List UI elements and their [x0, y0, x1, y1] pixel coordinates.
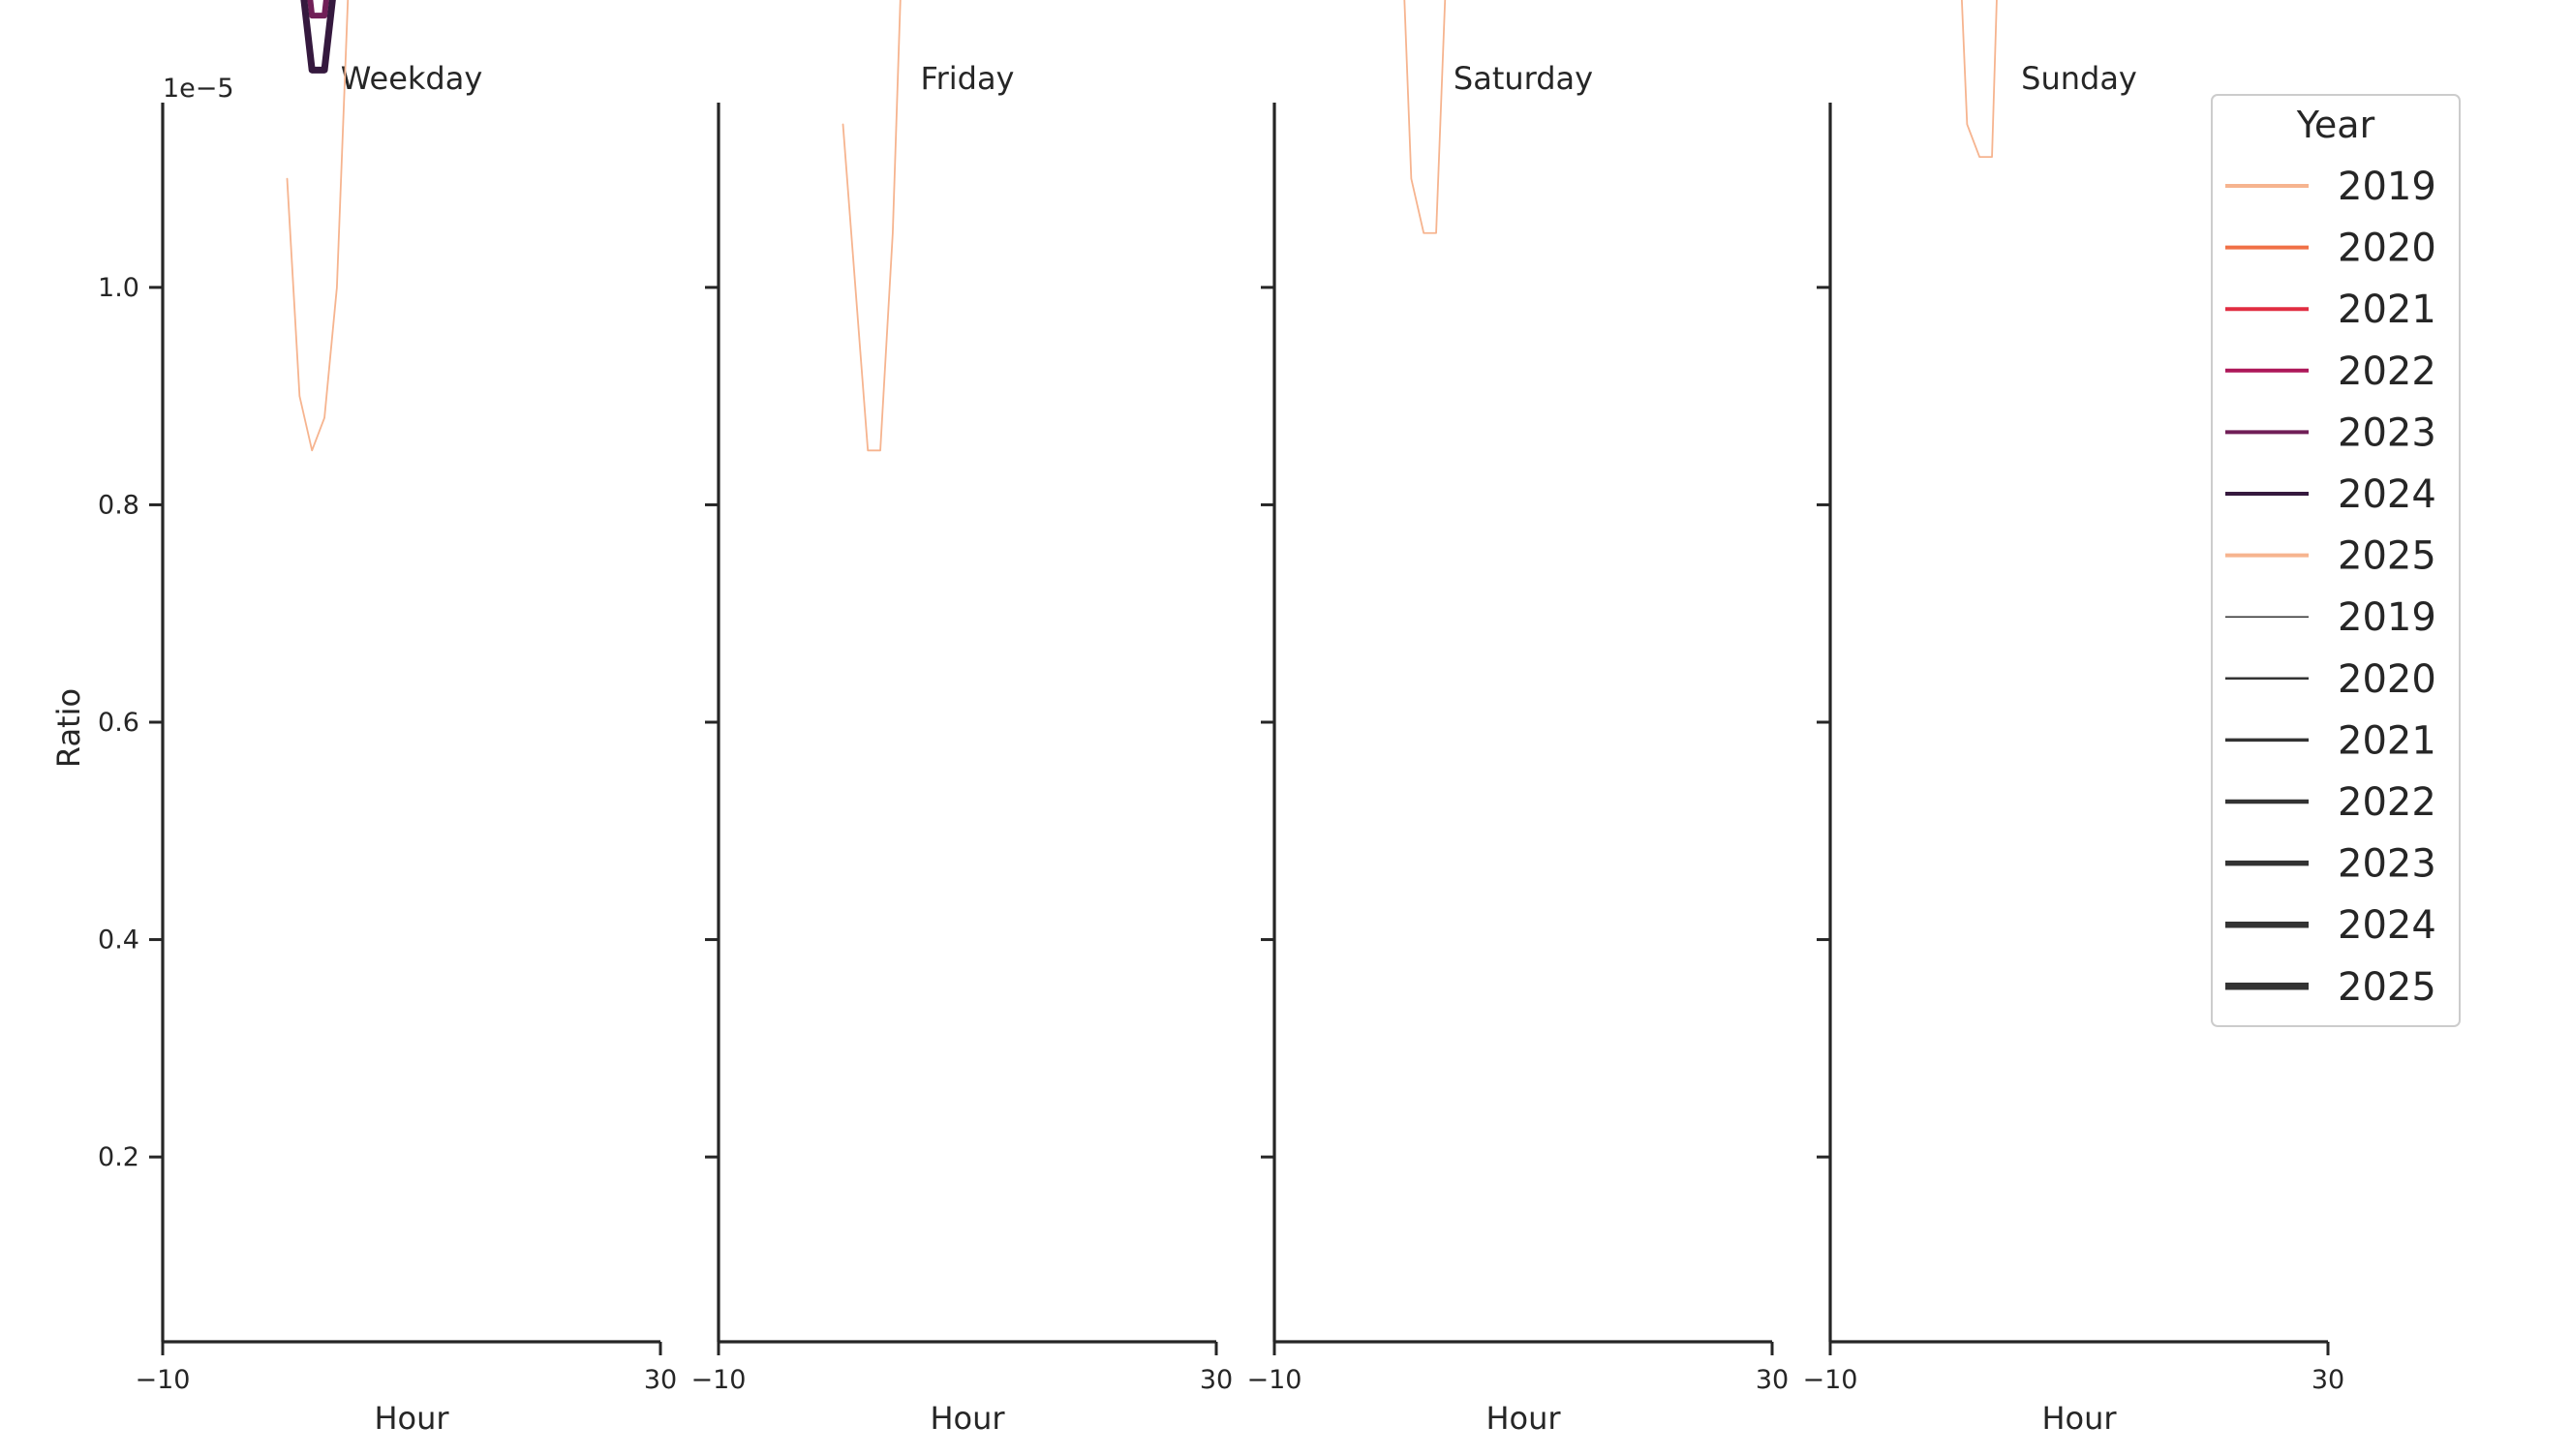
panel-title: Weekday [341, 60, 483, 97]
x-tick-label: −10 [691, 1365, 747, 1395]
legend-label: 2021 [2338, 288, 2436, 332]
legend-entry: 2019 [2225, 595, 2436, 640]
legend-entry: 2021 [2225, 288, 2436, 332]
legend-label: 2021 [2338, 718, 2436, 763]
x-axis-label: Hour [1485, 1400, 1561, 1437]
legend-entry: 2019 [2225, 165, 2436, 209]
legend-entry: 2025 [2225, 965, 2436, 1010]
legend-entry: 2024 [2225, 903, 2436, 948]
x-tick-label: −10 [1803, 1365, 1858, 1395]
x-tick-label: −10 [136, 1365, 191, 1395]
legend: Year 2019 2020 2021 2022 2023 2024 2025 2019 2020… [2211, 94, 2461, 1027]
panel-weekday: Weekday 0.2 0.4 0.6 0.8 1.0 −10 30 Hour Ratio 1e−5 [50, 0, 677, 1437]
x-tick-label: −10 [1247, 1365, 1302, 1395]
panel-sunday: Sunday −10 30 Hour [1803, 0, 2344, 1437]
legend-label: 2020 [2338, 657, 2436, 702]
legend-entry: 2021 [2225, 718, 2436, 763]
panel-title: Sunday [2021, 60, 2137, 97]
legend-entry: 2022 [2225, 780, 2436, 825]
series-lines [842, 0, 902, 452]
legend-label: 2023 [2338, 410, 2436, 455]
panel-title: Saturday [1454, 60, 1593, 97]
panels-layer: Weekday 0.2 0.4 0.6 0.8 1.0 −10 30 Hour Ratio 1e−5… [50, 0, 2344, 1437]
legend-label: 2024 [2338, 472, 2436, 517]
y-tick-label: 0.6 [98, 708, 139, 738]
x-tick-label: 30 [2312, 1365, 2344, 1395]
legend-label: 2022 [2338, 349, 2436, 394]
y-tick-label: 0.4 [98, 925, 139, 956]
panel-saturday: Saturday −10 30 Hour [1247, 0, 1789, 1437]
series-lines [286, 0, 350, 452]
panel-friday: Friday −10 30 Hour [691, 0, 1233, 1437]
legend-entry: 2025 [2225, 534, 2436, 579]
y-axis-label: Ratio [50, 688, 87, 768]
legend-label: 2019 [2338, 165, 2436, 209]
y-offset-label: 1e−5 [163, 74, 234, 104]
series-line-2019 [1961, 0, 1998, 159]
legend-entry: 2024 [2225, 472, 2436, 517]
x-tick-label: 30 [1200, 1365, 1233, 1395]
legend-label: 2023 [2338, 842, 2436, 887]
legend-entry: 2023 [2225, 410, 2436, 455]
y-tick-label: 0.2 [98, 1142, 139, 1172]
legend-title: Year [2296, 104, 2375, 146]
legend-label: 2019 [2338, 595, 2436, 640]
legend-entry: 2020 [2225, 227, 2436, 271]
legend-label: 2025 [2338, 965, 2436, 1010]
series-lines [1403, 0, 1447, 234]
x-tick-label: 30 [644, 1365, 677, 1395]
x-axis-label: Hour [930, 1400, 1005, 1437]
series-line-2019 [842, 0, 902, 452]
legend-label: 2020 [2338, 227, 2436, 271]
series-line-2023 [307, 0, 329, 19]
x-tick-label: 30 [1756, 1365, 1789, 1395]
legend-entry: 2023 [2225, 842, 2436, 887]
y-tick-label: 0.8 [98, 490, 139, 520]
legend-label: 2024 [2338, 903, 2436, 948]
x-axis-label: Hour [2041, 1400, 2117, 1437]
x-axis-label: Hour [374, 1400, 449, 1437]
legend-box [2211, 94, 2461, 1027]
panel-title: Friday [921, 60, 1015, 97]
y-tick-label: 1.0 [98, 273, 139, 303]
series-line-2019 [286, 0, 350, 452]
series-line-2019 [1403, 0, 1447, 234]
legend-label: 2025 [2338, 534, 2436, 579]
legend-label: 2022 [2338, 780, 2436, 825]
legend-entry: 2022 [2225, 349, 2436, 394]
legend-entry: 2020 [2225, 657, 2436, 702]
series-line-2024 [300, 0, 336, 74]
series-lines [1961, 0, 1998, 159]
